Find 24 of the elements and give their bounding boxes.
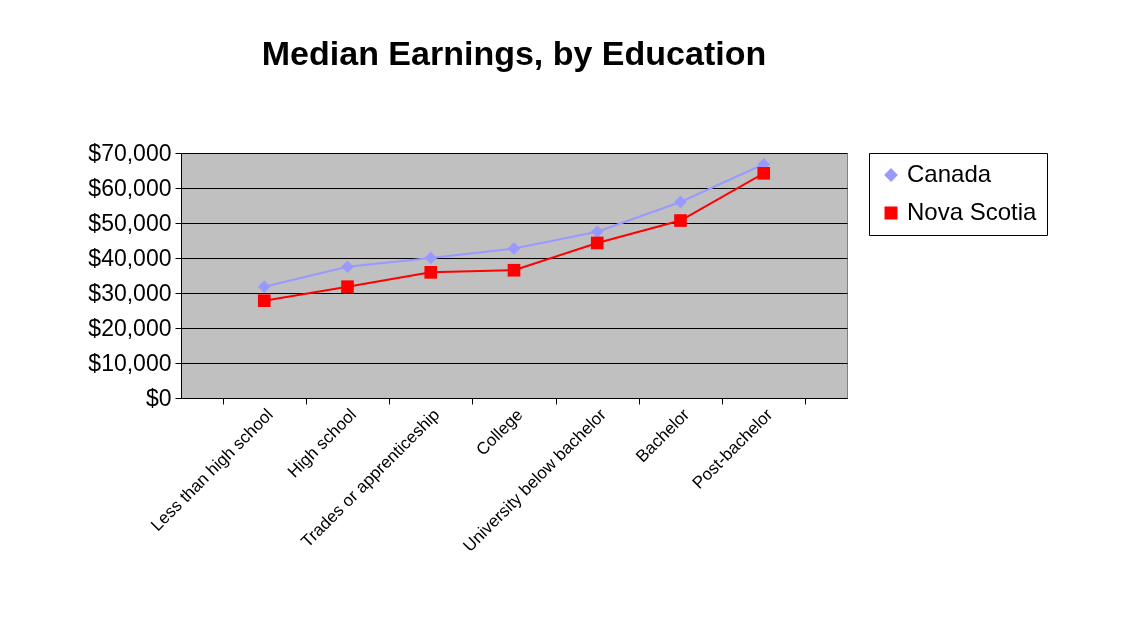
y-tick-label: $40,000 — [88, 244, 172, 271]
y-tick-label: $30,000 — [88, 279, 172, 306]
point — [424, 266, 438, 279]
y-tick-label: $10,000 — [88, 349, 172, 376]
point — [341, 280, 354, 294]
point — [674, 214, 687, 227]
point — [257, 294, 271, 308]
legend-label: Canada — [907, 160, 992, 187]
point — [507, 263, 521, 277]
point — [757, 166, 771, 180]
point — [590, 236, 604, 250]
y-tick-label: $60,000 — [88, 174, 172, 201]
point — [507, 242, 521, 255]
point — [257, 280, 271, 294]
point — [341, 260, 354, 274]
y-tick-label: $70,000 — [88, 139, 172, 166]
point — [590, 225, 604, 239]
y-tick-label: $50,000 — [88, 209, 172, 236]
point — [424, 251, 438, 265]
point — [674, 195, 687, 209]
legend-label: Nova Scotia — [907, 198, 1038, 225]
y-tick-label: $0 — [145, 384, 172, 411]
chart-title: Median Earnings, by Education — [261, 34, 767, 72]
y-tick-label: $20,000 — [88, 314, 172, 341]
